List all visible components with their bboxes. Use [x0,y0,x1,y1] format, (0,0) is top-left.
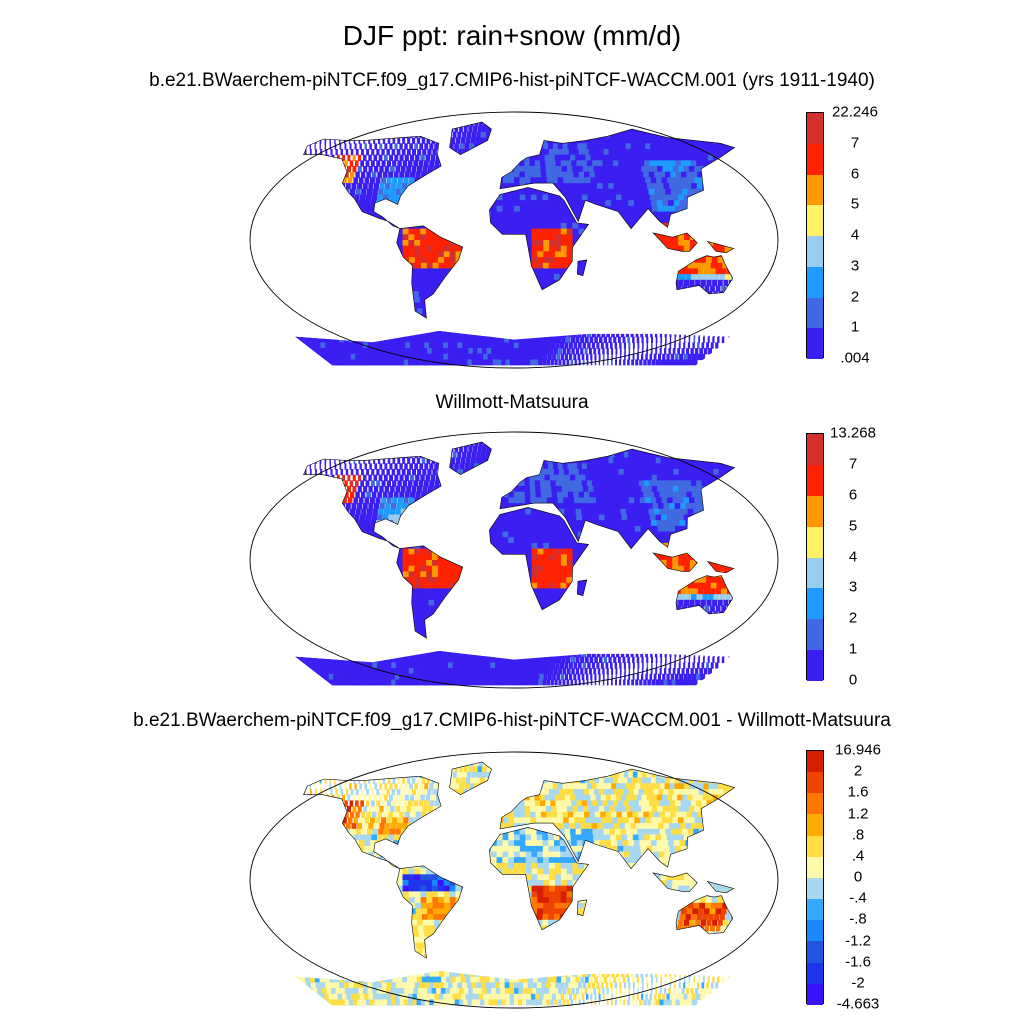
colorbar-label: 5 [848,517,858,535]
panel-3-map [249,751,779,1009]
colorbar-swatch [807,174,823,206]
colorbar-swatch [807,236,823,267]
colorbar-label: 2 [853,762,863,780]
colorbar-swatch [807,772,823,794]
colorbar-label: 2 [848,609,858,627]
colorbar-label: 4 [848,548,858,565]
colorbar-label: 3 [850,257,860,275]
colorbar-label: 22.246 [832,103,878,121]
colorbar-label: 16.946 [835,741,881,759]
colorbar-swatch [807,205,823,236]
colorbar-label: 6 [850,165,860,182]
panel-2-colorbar [806,433,824,681]
colorbar-label: 13.268 [830,424,876,442]
colorbar-swatch [807,920,823,942]
colorbar-swatch [807,814,823,836]
colorbar-swatch [807,464,823,496]
colorbar-swatch [807,143,823,175]
colorbar-swatch [807,297,823,329]
colorbar-swatch [807,983,823,1005]
colorbar-swatch [807,619,823,651]
panel-1-map [249,111,779,369]
panel-2-title: Willmott-Matsuura [435,392,589,413]
colorbar-label: -1.6 [845,953,871,971]
colorbar-label: .004 [840,349,870,367]
colorbar-swatch [807,434,823,465]
colorbar-label: -.4 [849,889,867,907]
map-border [249,751,779,1009]
colorbar-label: 1 [848,640,858,658]
colorbar-label: -2 [851,974,865,992]
colorbar-label: -.8 [849,910,867,928]
colorbar-swatch [807,899,823,921]
colorbar-label: 4 [850,226,860,244]
panel-3-colorbar [806,750,824,1005]
coastlines [303,121,736,319]
colorbar-swatch [807,941,823,963]
colorbar-label: 2 [850,288,860,305]
colorbar-swatch [807,526,823,558]
colorbar-swatch [807,266,823,298]
colorbar-label: -1.2 [845,932,871,949]
colorbar-label: 1.2 [847,805,869,822]
colorbar-label: 6 [848,486,858,504]
colorbar-label: -4.663 [836,995,880,1013]
map-border [249,431,779,689]
coastlines [303,441,736,639]
colorbar-swatch [807,495,823,527]
figure-title: DJF ppt: rain+snow (mm/d) [342,20,682,51]
colorbar-swatch [807,588,823,620]
colorbar-swatch [807,328,823,359]
colorbar-swatch [807,650,823,681]
colorbar-label: .4 [851,847,865,865]
panel-3-title: b.e21.BWaerchem-piNTCF.f09_g17.CMIP6-his… [133,710,891,731]
colorbar-swatch [807,557,823,589]
colorbar-swatch [807,751,823,773]
colorbar-label: 1.6 [847,783,869,801]
colorbar-label: 7 [850,134,860,152]
map-border [249,111,779,369]
colorbar-swatch [807,856,823,878]
colorbar-swatch [807,793,823,815]
colorbar-label: 0 [853,868,863,886]
colorbar-swatch [807,835,823,857]
colorbar-label: 1 [850,318,860,336]
colorbar-label: 7 [848,455,858,473]
panel-1-colorbar [806,112,824,359]
panel-1-title: b.e21.BWaerchem-piNTCF.f09_g17.CMIP6-his… [149,70,875,91]
colorbar-label: 3 [848,578,858,596]
colorbar-label: 0 [848,671,858,689]
colorbar-swatch [807,877,823,900]
colorbar-label: .8 [851,826,865,844]
panel-2-map [249,431,779,689]
colorbar-label: 5 [850,195,860,213]
colorbar-swatch [807,113,823,144]
coastlines [303,761,736,959]
colorbar-swatch [807,962,823,984]
